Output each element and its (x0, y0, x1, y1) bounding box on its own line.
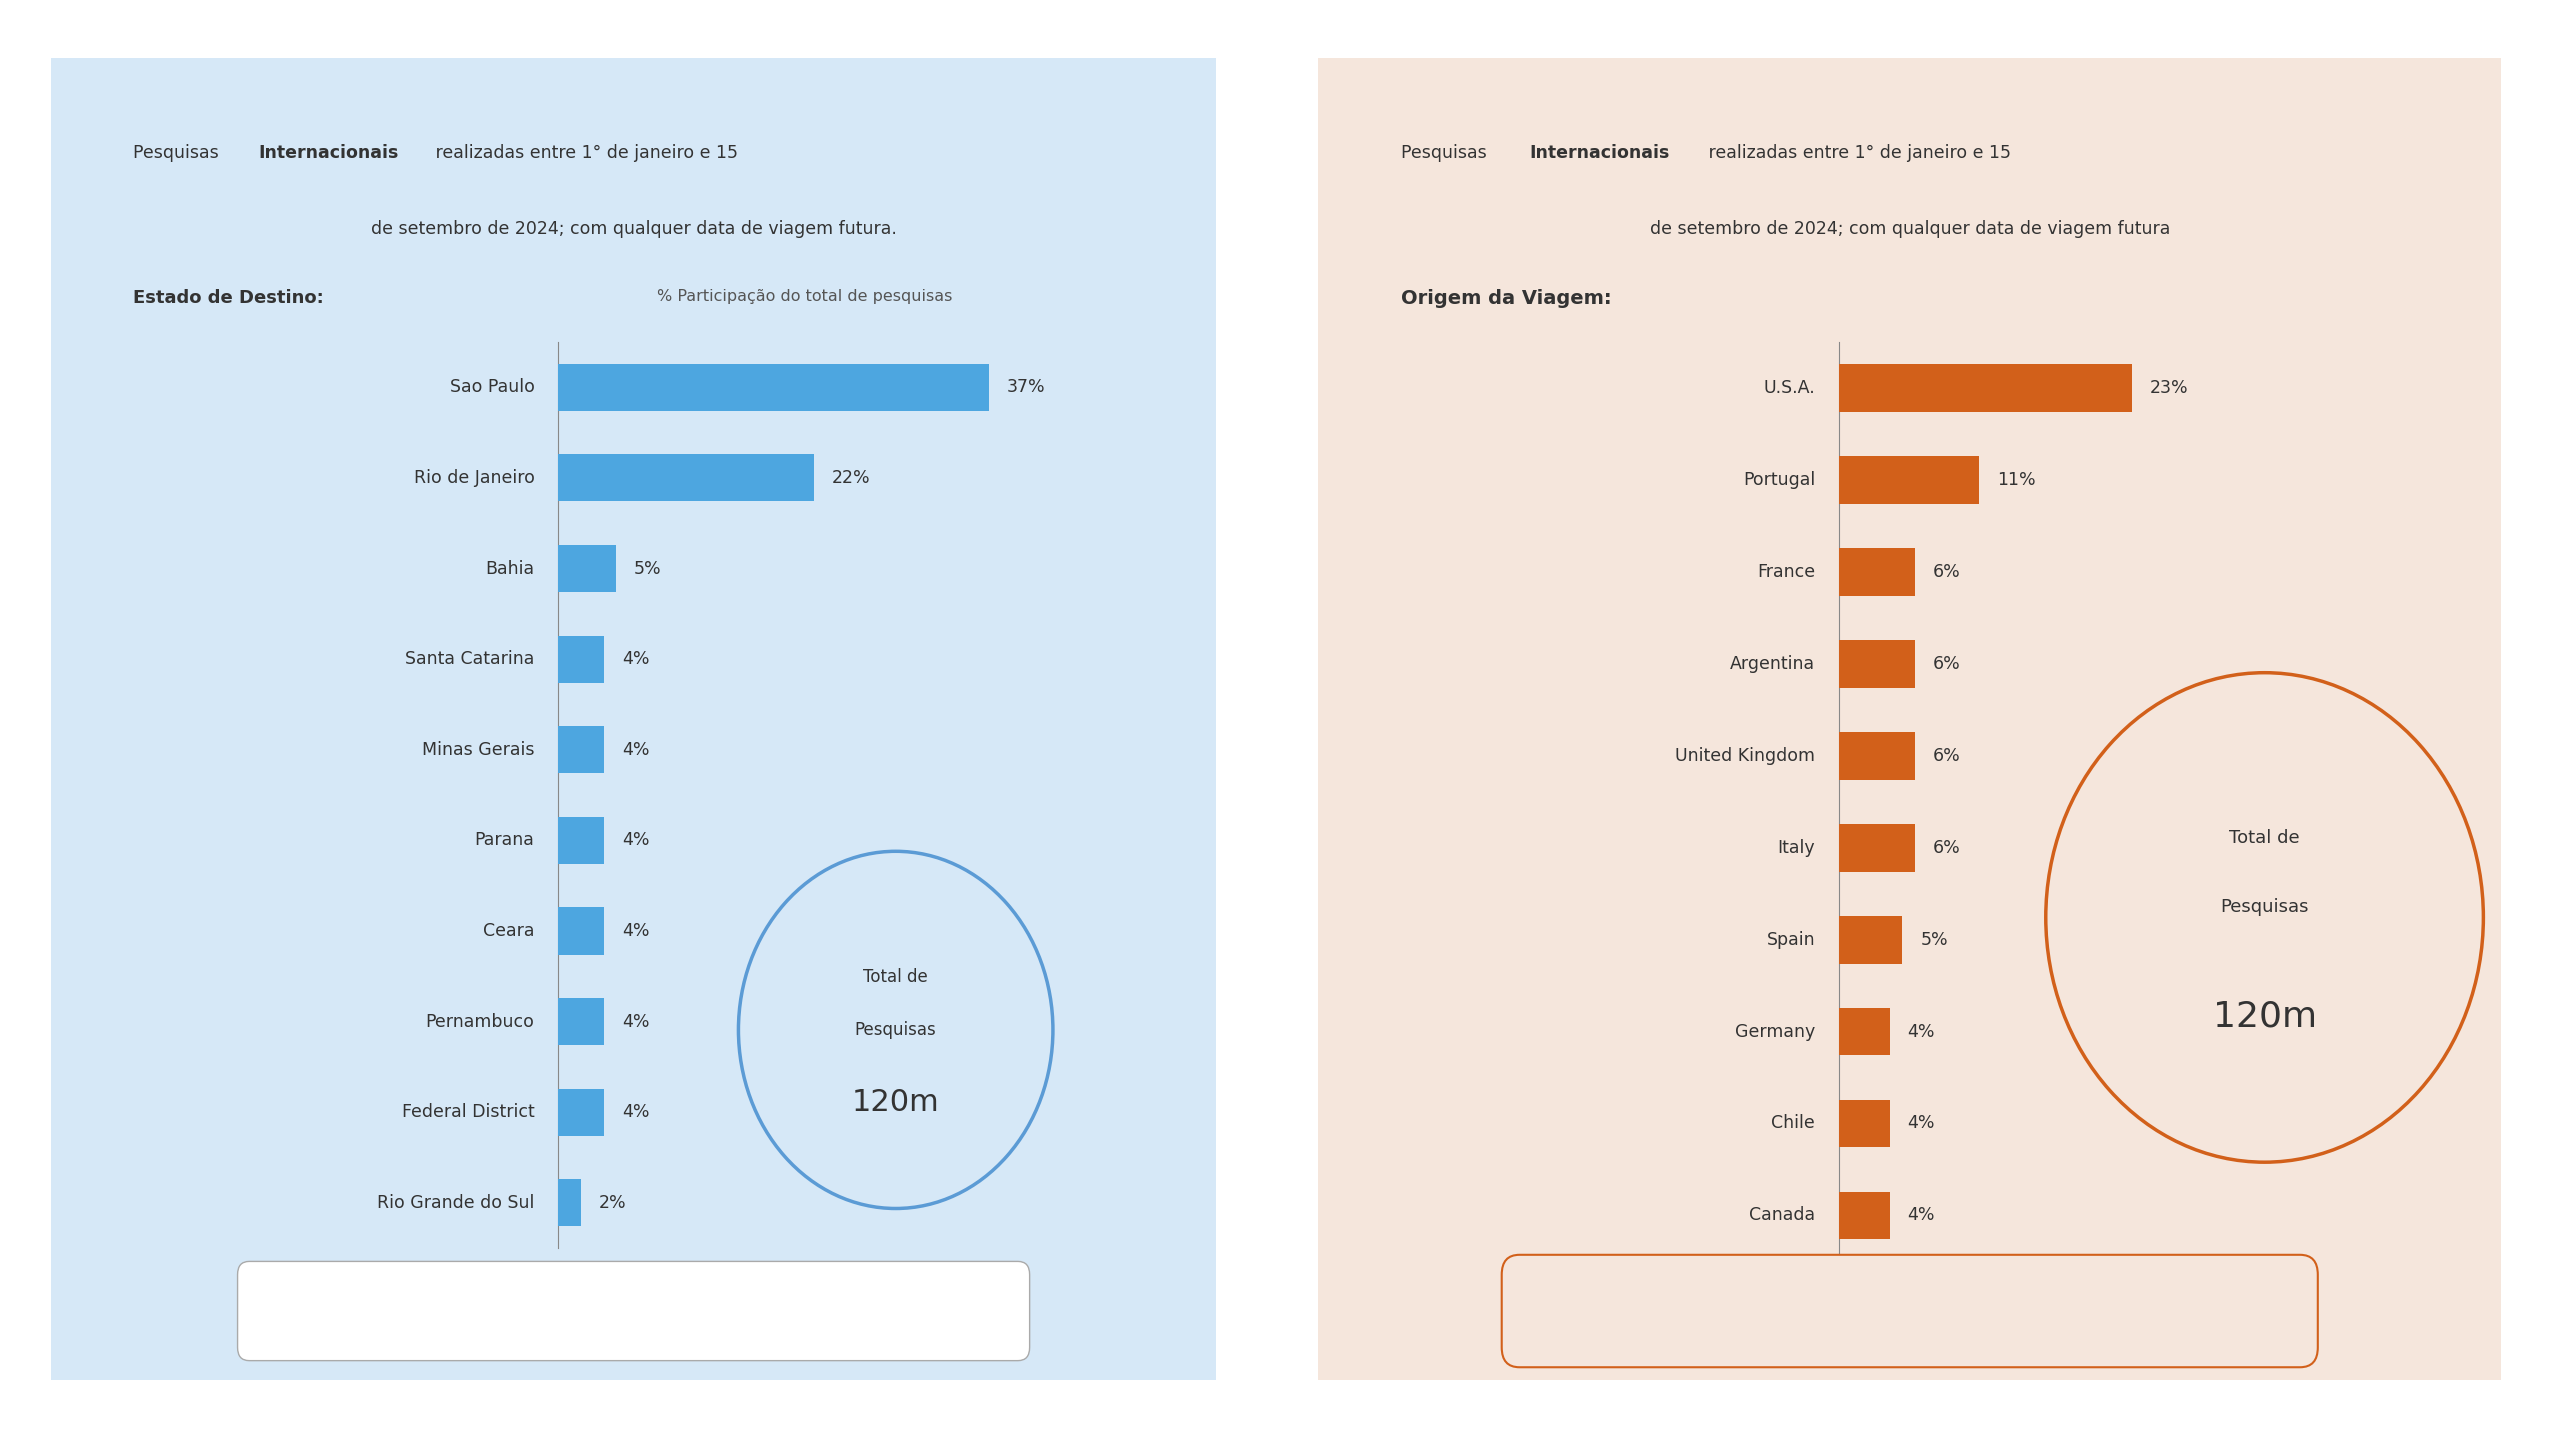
Text: Argentina: Argentina (1731, 654, 1815, 673)
Text: 120m: 120m (852, 1089, 940, 1117)
Text: 11%: 11% (1997, 470, 2035, 489)
Text: 5%: 5% (635, 559, 660, 578)
FancyBboxPatch shape (1838, 824, 1915, 871)
Text: Estado de Destino:: Estado de Destino: (133, 289, 323, 308)
Text: Internacionais: Internacionais (259, 144, 399, 161)
Text: 4%: 4% (622, 741, 650, 759)
Text: 4%: 4% (1907, 1206, 1935, 1224)
FancyBboxPatch shape (558, 545, 617, 592)
FancyBboxPatch shape (558, 454, 814, 502)
Text: United Kingdom: United Kingdom (1674, 746, 1815, 765)
Point (1823, 1252, 1853, 1270)
Text: realizadas entre 1° de janeiro e 15: realizadas entre 1° de janeiro e 15 (430, 144, 737, 161)
Text: Origem da Viagem:: Origem da Viagem: (1400, 289, 1613, 308)
FancyBboxPatch shape (1838, 1100, 1889, 1148)
Text: Sao Paulo: Sao Paulo (451, 378, 535, 397)
Text: de setembro de 2024; com qualquer data de viagem futura.: de setembro de 2024; com qualquer data d… (371, 220, 896, 239)
FancyBboxPatch shape (1838, 640, 1915, 687)
Text: Italy: Italy (1777, 838, 1815, 857)
Text: Pesquisas: Pesquisas (855, 1021, 937, 1038)
Text: 6%: 6% (1933, 838, 1961, 857)
Text: 4%: 4% (1907, 1022, 1935, 1041)
FancyBboxPatch shape (1838, 548, 1915, 595)
Text: Portugal: Portugal (1743, 470, 1815, 489)
FancyBboxPatch shape (558, 1179, 581, 1227)
FancyBboxPatch shape (1306, 45, 2514, 1393)
Text: Minas Gerais: Minas Gerais (422, 741, 535, 759)
Text: 6%: 6% (1933, 562, 1961, 581)
Text: Total de: Total de (863, 968, 929, 986)
FancyBboxPatch shape (1838, 364, 2132, 411)
Text: Pesquisas: Pesquisas (2220, 897, 2309, 916)
Text: Bahia: Bahia (486, 559, 535, 578)
FancyBboxPatch shape (558, 364, 988, 411)
Text: 23%: 23% (2150, 380, 2189, 397)
FancyBboxPatch shape (38, 45, 1229, 1393)
Text: 4%: 4% (622, 650, 650, 669)
Text: Rio Grande do Sul: Rio Grande do Sul (376, 1194, 535, 1212)
FancyBboxPatch shape (558, 1089, 604, 1136)
FancyBboxPatch shape (558, 817, 604, 864)
Point (543, 1240, 573, 1257)
Text: France: France (1756, 562, 1815, 581)
FancyBboxPatch shape (1838, 456, 1979, 503)
Text: 4%: 4% (622, 922, 650, 940)
FancyBboxPatch shape (1838, 1192, 1889, 1240)
Text: Pesquisas: Pesquisas (133, 144, 223, 161)
FancyBboxPatch shape (238, 1261, 1029, 1360)
Text: Federal District: Federal District (402, 1103, 535, 1122)
Text: U.S.A.: U.S.A. (1764, 380, 1815, 397)
Text: 4%: 4% (622, 831, 650, 850)
Text: 4%: 4% (1907, 1114, 1935, 1133)
Point (543, 334, 573, 351)
FancyBboxPatch shape (558, 998, 604, 1045)
Text: % Participação do total de pesquisas: % Participação do total de pesquisas (658, 289, 952, 303)
FancyBboxPatch shape (1503, 1255, 2317, 1368)
Text: Germany: Germany (1736, 1022, 1815, 1041)
FancyBboxPatch shape (1838, 916, 1902, 963)
FancyBboxPatch shape (1838, 732, 1915, 779)
Text: 37%: 37% (1006, 378, 1044, 397)
Text: Ceara: Ceara (484, 922, 535, 940)
FancyBboxPatch shape (558, 636, 604, 683)
Text: Spain: Spain (1766, 930, 1815, 949)
Text: Pernambuco: Pernambuco (425, 1012, 535, 1031)
Text: 120m: 120m (2212, 999, 2317, 1034)
Text: realizadas entre 1° de janeiro e 15: realizadas entre 1° de janeiro e 15 (1702, 144, 2010, 161)
Text: Internacionais: Internacionais (1528, 144, 1669, 161)
Text: Chile: Chile (1772, 1114, 1815, 1133)
FancyBboxPatch shape (558, 726, 604, 774)
Text: Canada: Canada (1748, 1206, 1815, 1224)
Text: 4%: 4% (622, 1103, 650, 1122)
FancyBboxPatch shape (1838, 1008, 1889, 1055)
Text: 4%: 4% (622, 1012, 650, 1031)
FancyBboxPatch shape (558, 907, 604, 955)
Text: Pesquisas: Pesquisas (1400, 144, 1492, 161)
Text: Parana: Parana (474, 831, 535, 850)
Text: Rio de Janeiro: Rio de Janeiro (415, 469, 535, 487)
Text: 2%: 2% (599, 1194, 627, 1212)
Point (1823, 334, 1853, 351)
Text: 5%: 5% (1920, 930, 1948, 949)
Text: 6%: 6% (1933, 746, 1961, 765)
Text: Santa Catarina: Santa Catarina (404, 650, 535, 669)
Text: 6%: 6% (1933, 654, 1961, 673)
Text: Total de: Total de (2230, 830, 2299, 847)
Text: de setembro de 2024; com qualquer data de viagem futura: de setembro de 2024; com qualquer data d… (1649, 220, 2171, 239)
Text: 22%: 22% (832, 469, 870, 487)
Text: 📊  Source: ForwardKeys Flight Search Data: 📊 Source: ForwardKeys Flight Search Data (1761, 1304, 2058, 1319)
Text: 📊  Source: ForwardKeys Flight Search Data: 📊 Source: ForwardKeys Flight Search Data (486, 1304, 781, 1319)
